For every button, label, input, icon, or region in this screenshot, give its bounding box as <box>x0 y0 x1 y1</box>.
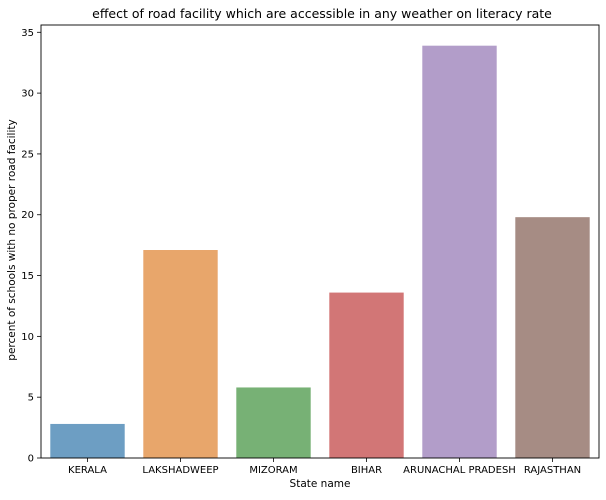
y-tick-label: 5 <box>28 393 34 404</box>
x-tick-label: KERALA <box>68 465 107 476</box>
y-ticks-layer: 0 5 10 15 20 25 30 35 <box>21 28 41 465</box>
y-axis-label: percent of schools with no proper road f… <box>6 119 18 360</box>
plot-frame <box>40 24 600 459</box>
y-tick-label: 0 <box>28 454 34 465</box>
bar-arunachal-pradesh <box>422 45 497 459</box>
bar-kerala <box>50 423 125 458</box>
y-tick-label: 30 <box>21 89 34 100</box>
y-tick-label: 10 <box>21 332 34 343</box>
x-axis-label: State name <box>290 478 351 490</box>
bar-lakshadweep <box>143 250 218 458</box>
x-tick-label: LAKSHADWEEP <box>142 465 218 476</box>
y-tick-label: 25 <box>21 149 34 160</box>
bar-bihar <box>329 292 404 458</box>
y-tick-label: 35 <box>21 28 34 39</box>
x-tick-label: BIHAR <box>351 465 382 476</box>
x-tick-label: RAJASTHAN <box>524 465 581 476</box>
bar-rajasthan <box>515 217 590 458</box>
bar-mizoram <box>236 387 311 458</box>
bars-layer <box>50 45 590 459</box>
x-tick-label: ARUNACHAL PRADESH <box>403 465 516 476</box>
y-tick-label: 15 <box>21 271 34 282</box>
y-tick-label: 20 <box>21 210 34 221</box>
chart-title: effect of road facility which are access… <box>92 6 552 21</box>
x-ticks-layer: KERALA LAKSHADWEEP MIZORAM BIHAR ARUNACHAL P… <box>68 458 581 476</box>
x-tick-label: MIZORAM <box>249 465 297 476</box>
